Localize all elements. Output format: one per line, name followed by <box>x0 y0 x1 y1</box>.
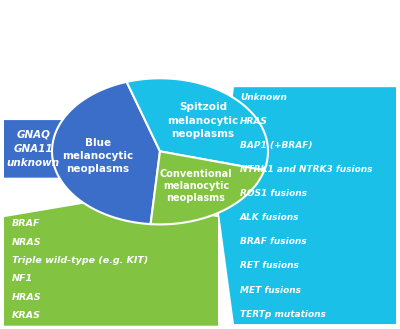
Text: NRAS: NRAS <box>12 238 42 247</box>
Polygon shape <box>150 151 264 224</box>
Polygon shape <box>4 120 82 178</box>
Text: ALK fusions: ALK fusions <box>240 213 300 222</box>
Polygon shape <box>52 82 160 224</box>
Polygon shape <box>218 87 396 324</box>
Text: BRAF: BRAF <box>12 219 40 228</box>
Text: NF1: NF1 <box>12 274 33 284</box>
Polygon shape <box>127 78 268 170</box>
Text: BRAF fusions: BRAF fusions <box>240 237 307 246</box>
Text: HRAS: HRAS <box>12 293 42 302</box>
Text: GNAQ
GNA11
unknown: GNAQ GNA11 unknown <box>6 130 60 168</box>
Text: HRAS: HRAS <box>240 117 268 126</box>
Text: TERTp mutations: TERTp mutations <box>240 310 326 319</box>
Text: ROS1 fusions: ROS1 fusions <box>240 189 307 198</box>
Text: Conventional
melanocytic
neoplasms: Conventional melanocytic neoplasms <box>160 169 232 203</box>
Text: RET fusions: RET fusions <box>240 262 299 270</box>
Text: Triple wild-type (e.g. KIT): Triple wild-type (e.g. KIT) <box>12 256 148 265</box>
Polygon shape <box>4 199 218 326</box>
Text: NTRK1 and NTRK3 fusions: NTRK1 and NTRK3 fusions <box>240 165 372 174</box>
Text: Unknown: Unknown <box>240 92 287 102</box>
Text: Spitzoid
melanocytic
neoplasms: Spitzoid melanocytic neoplasms <box>168 102 239 139</box>
Text: MET fusions: MET fusions <box>240 286 301 294</box>
Text: KRAS: KRAS <box>12 311 41 320</box>
Text: Blue
melanocytic
neoplasms: Blue melanocytic neoplasms <box>62 138 133 174</box>
Text: BAP1 (+BRAF): BAP1 (+BRAF) <box>240 141 312 150</box>
